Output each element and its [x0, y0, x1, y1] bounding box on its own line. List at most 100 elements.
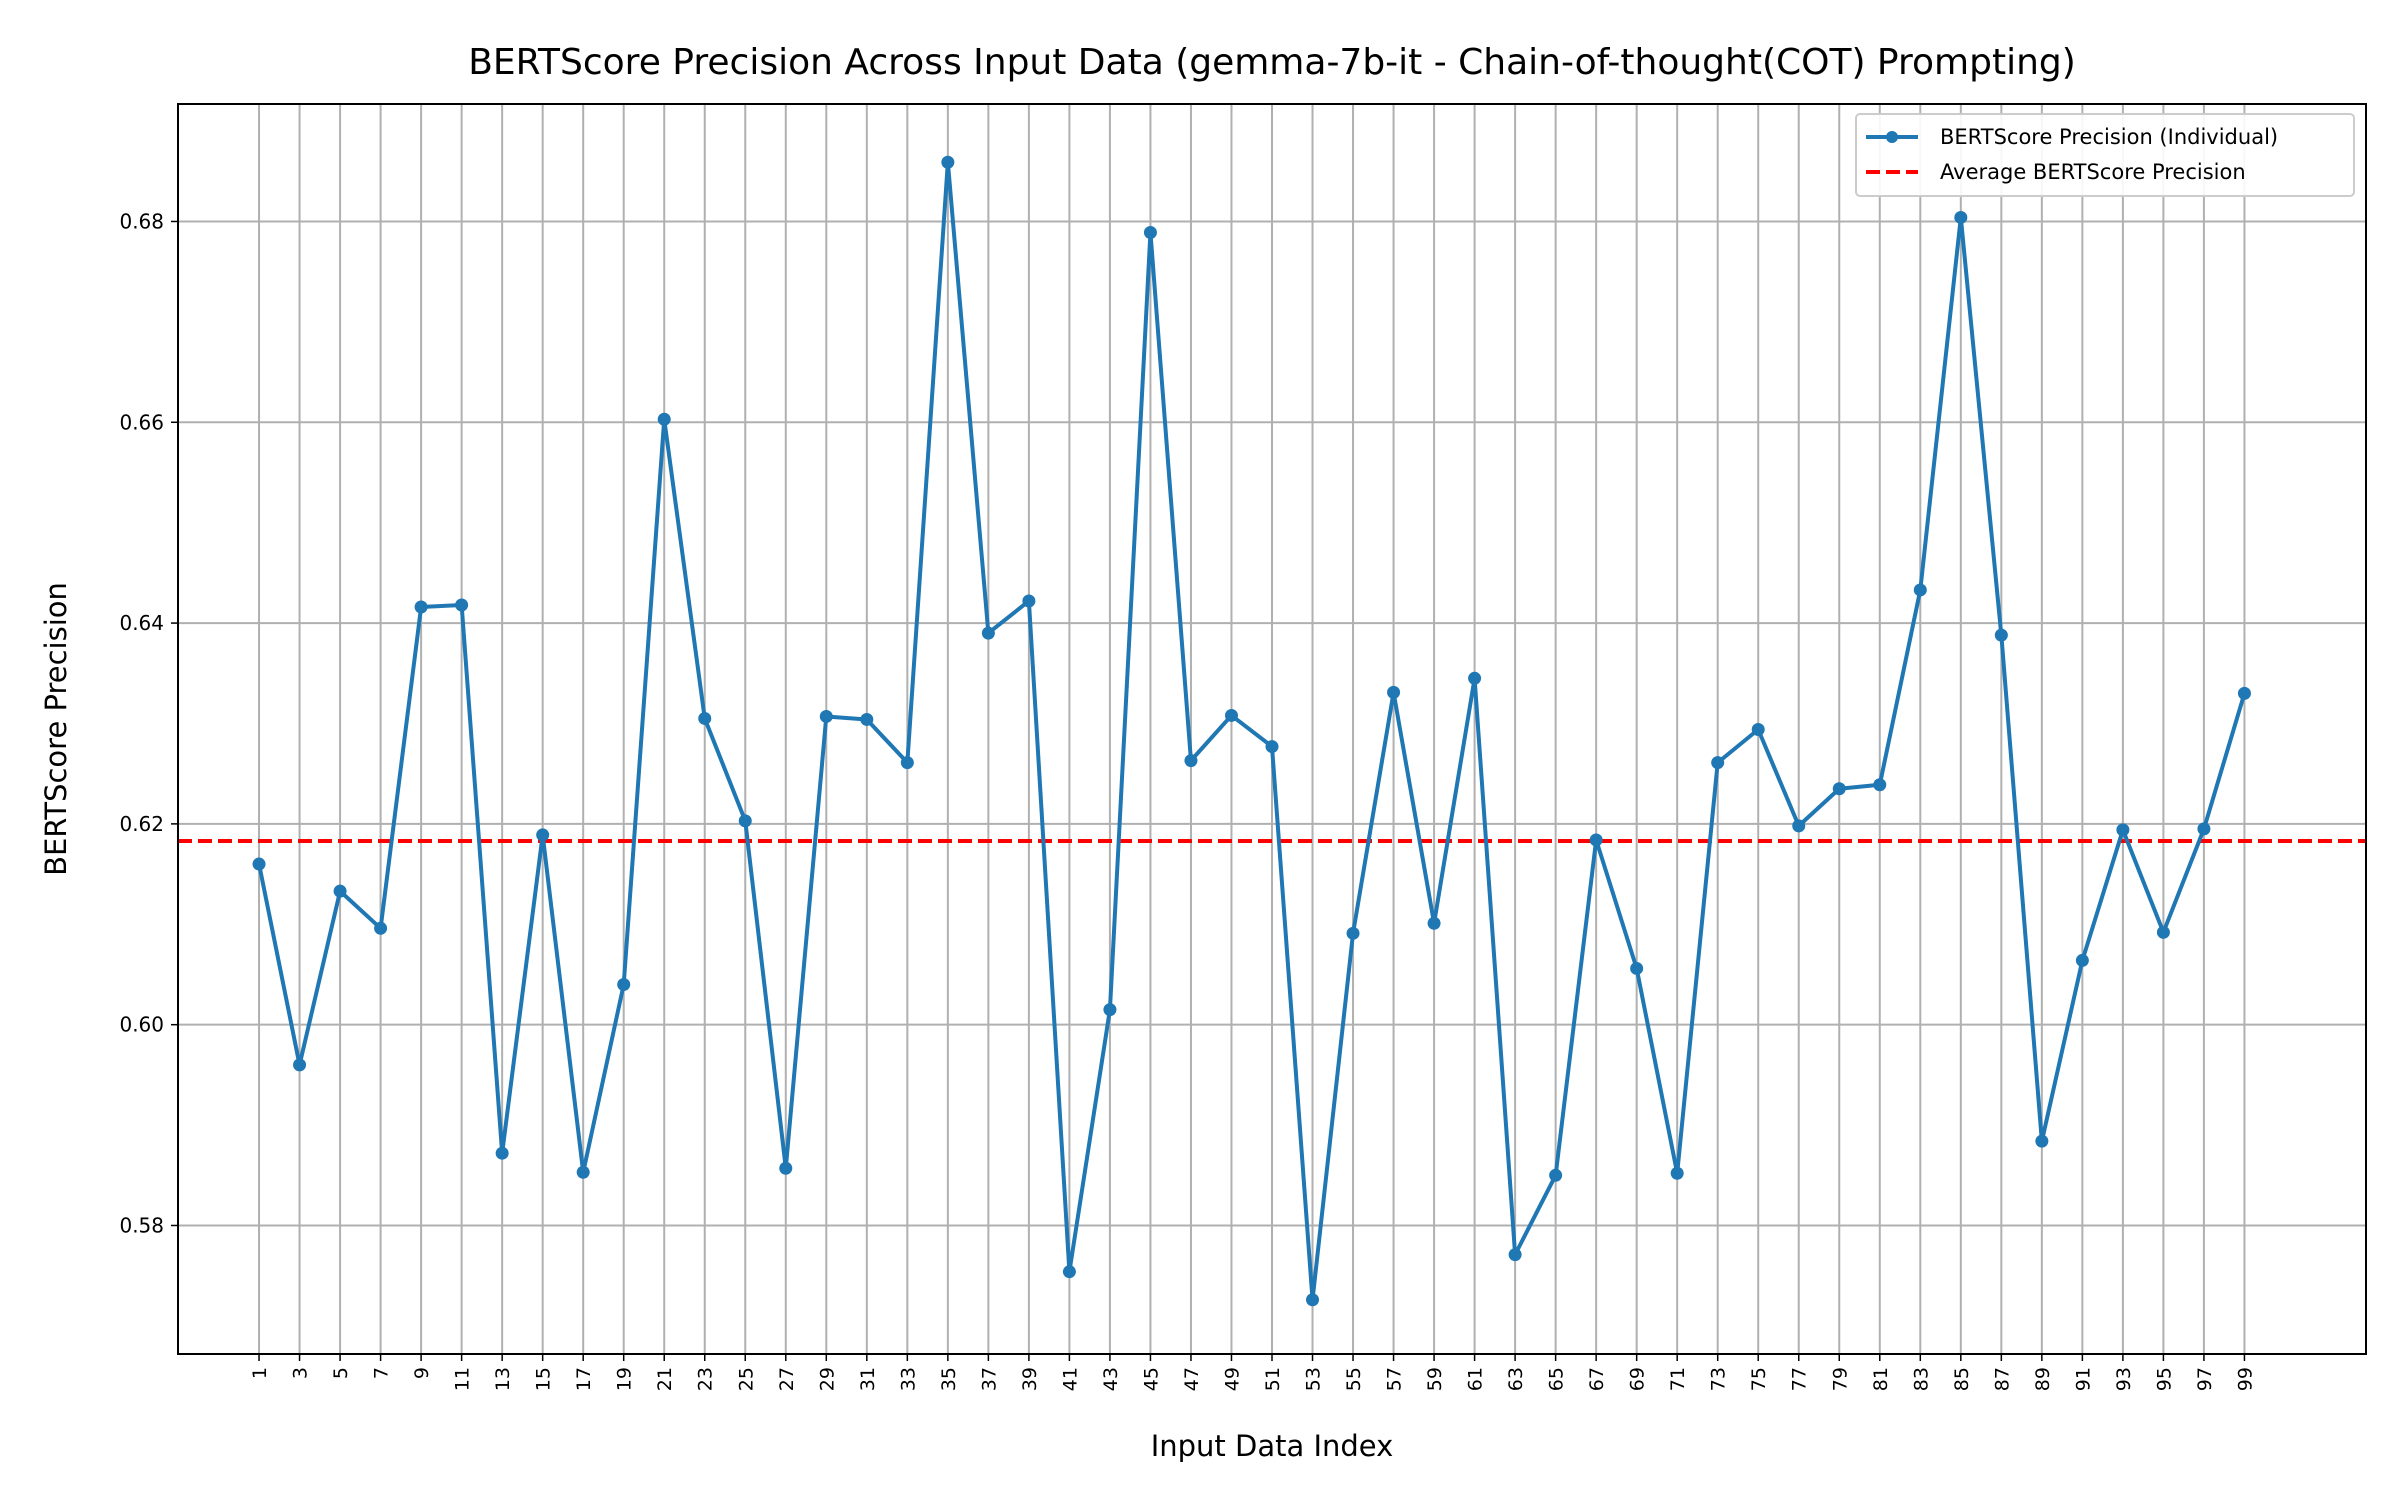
x-tick-label: 39	[1019, 1367, 1041, 1391]
precision-data-point	[2075, 953, 2089, 967]
y-tick-label: 0.64	[119, 611, 164, 635]
precision-data-point	[1711, 756, 1725, 770]
precision-data-point	[657, 412, 671, 426]
y-axis-ticks: 0.58 0.60 0.62 0.64 0.66 0.68	[119, 209, 178, 1237]
x-tick-label: 47	[1181, 1367, 1203, 1391]
precision-data-point	[860, 712, 874, 726]
precision-data-point	[1954, 210, 1968, 224]
x-axis-ticks: 1 3 5 7 9 11 13 15 17 19 21 23 25 27 29 31 33 35 37 39 41 43 4…	[249, 1354, 2256, 1391]
x-tick-label: 59	[1424, 1367, 1446, 1391]
precision-data-point	[1508, 1248, 1522, 1262]
x-tick-label: 17	[573, 1367, 595, 1391]
x-tick-label: 67	[1586, 1367, 1608, 1391]
precision-data-point	[1184, 754, 1198, 768]
precision-data-point	[1346, 926, 1360, 940]
x-tick-label: 15	[533, 1367, 555, 1391]
precision-data-point	[1143, 226, 1157, 240]
precision-data-point	[1873, 778, 1887, 792]
precision-data-point	[819, 709, 833, 723]
precision-data-point	[738, 814, 752, 828]
precision-data-point	[1792, 819, 1806, 833]
precision-data-point	[1103, 1003, 1117, 1017]
precision-series-line	[257, 160, 2247, 1302]
y-tick-label: 0.62	[119, 812, 164, 836]
x-tick-label: 33	[897, 1367, 919, 1391]
x-tick-label: 5	[330, 1367, 352, 1379]
x-tick-label: 83	[1910, 1367, 1932, 1391]
x-tick-label: 1	[249, 1367, 271, 1379]
x-tick-label: 11	[452, 1367, 474, 1391]
precision-data-point	[1265, 740, 1279, 754]
precision-data-point	[293, 1058, 307, 1072]
precision-data-point	[333, 884, 347, 898]
series-layer	[252, 155, 2251, 1307]
legend: BERTScore Precision (Individual) Average…	[1855, 113, 2355, 197]
precision-data-point	[2237, 686, 2251, 700]
x-tick-label: 61	[1465, 1367, 1487, 1391]
y-tick-label: 0.60	[119, 1013, 164, 1037]
x-tick-label: 95	[2153, 1367, 2175, 1391]
x-tick-label: 65	[1546, 1367, 1568, 1391]
x-tick-label: 57	[1384, 1367, 1406, 1391]
x-tick-label: 97	[2194, 1367, 2216, 1391]
legend-label-average: Average BERTScore Precision	[1940, 160, 2246, 184]
y-tick-label: 0.58	[119, 1213, 164, 1237]
x-tick-label: 91	[2072, 1367, 2094, 1391]
x-tick-label: 45	[1140, 1367, 1162, 1391]
precision-data-point	[1387, 685, 1401, 699]
precision-data-point	[1224, 708, 1238, 722]
grid	[178, 104, 2366, 1354]
y-tick-label: 0.68	[119, 209, 164, 233]
x-tick-label: 7	[371, 1367, 393, 1379]
x-tick-label: 51	[1262, 1367, 1284, 1391]
precision-data-point	[2116, 823, 2130, 837]
x-tick-label: 9	[411, 1367, 433, 1379]
precision-data-point	[981, 626, 995, 640]
x-axis-label: Input Data Index	[1151, 1429, 1394, 1463]
precision-data-point	[1306, 1293, 1320, 1307]
x-tick-label: 49	[1221, 1367, 1243, 1391]
precision-data-point	[698, 711, 712, 725]
x-tick-label: 29	[816, 1367, 838, 1391]
precision-data-point	[374, 921, 388, 935]
x-tick-label: 71	[1667, 1367, 1689, 1391]
x-tick-label: 31	[857, 1367, 879, 1391]
x-tick-label: 43	[1100, 1367, 1122, 1391]
x-tick-label: 35	[938, 1367, 960, 1391]
x-tick-label: 21	[654, 1367, 676, 1391]
precision-data-point	[617, 978, 631, 992]
precision-data-point	[1427, 916, 1441, 930]
precision-data-point	[536, 828, 550, 842]
precision-data-point	[495, 1146, 509, 1160]
x-tick-label: 53	[1303, 1367, 1325, 1391]
x-tick-label: 25	[735, 1367, 757, 1391]
legend-label-individual: BERTScore Precision (Individual)	[1940, 125, 2278, 149]
x-tick-label: 13	[492, 1367, 514, 1391]
x-tick-label: 75	[1748, 1367, 1770, 1391]
precision-data-point	[2197, 822, 2211, 836]
x-tick-label: 77	[1789, 1367, 1811, 1391]
x-tick-label: 27	[776, 1367, 798, 1391]
x-tick-label: 55	[1343, 1367, 1365, 1391]
precision-data-point	[779, 1161, 793, 1175]
precision-data-point	[1994, 628, 2008, 642]
precision-data-point	[576, 1165, 590, 1179]
x-tick-label: 23	[695, 1367, 717, 1391]
precision-data-point	[2156, 925, 2170, 939]
precision-data-point	[1832, 782, 1846, 796]
x-tick-label: 73	[1708, 1367, 1730, 1391]
x-tick-label: 37	[978, 1367, 1000, 1391]
legend-marker-individual	[1886, 131, 1898, 143]
x-tick-label: 87	[1991, 1367, 2013, 1391]
x-tick-label: 93	[2113, 1367, 2135, 1391]
y-axis-label: BERTScore Precision	[39, 582, 73, 876]
precision-data-point	[1549, 1168, 1563, 1182]
precision-data-point	[1022, 594, 1036, 608]
x-tick-label: 99	[2234, 1367, 2256, 1391]
precision-data-point	[1913, 583, 1927, 597]
precision-data-point	[2035, 1134, 2049, 1148]
precision-data-point	[1670, 1166, 1684, 1180]
precision-data-point	[455, 598, 469, 612]
precision-data-point	[252, 857, 266, 871]
